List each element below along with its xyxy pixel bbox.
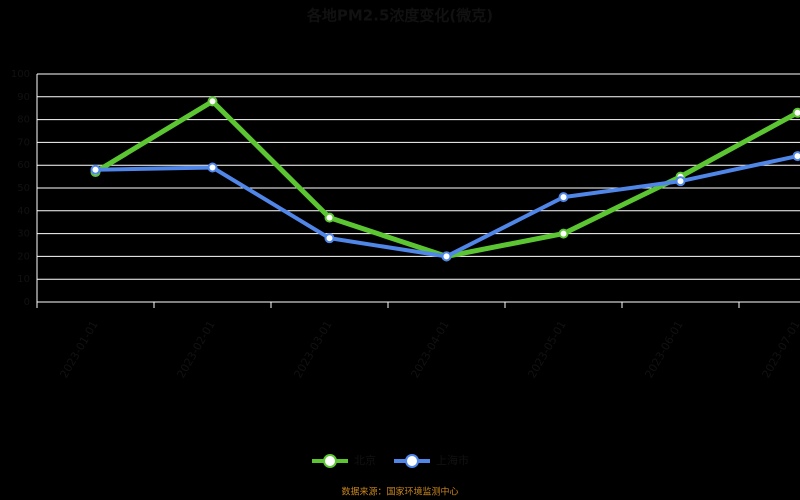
- y-tick-label: 10: [17, 274, 30, 285]
- y-tick-label: 90: [17, 92, 30, 103]
- y-tick-label: 0: [24, 297, 30, 308]
- y-tick-label: 30: [17, 229, 30, 240]
- x-tick-label: 2023-03-01: [291, 319, 334, 381]
- data-point: [324, 233, 335, 244]
- data-point: [675, 176, 686, 187]
- x-tick-label: 2023-01-01: [57, 319, 100, 381]
- x-tick-label: 2023-02-01: [174, 319, 217, 381]
- legend-label: 北京: [354, 453, 376, 467]
- y-tick-label: 70: [17, 137, 30, 148]
- y-tick-label: 40: [17, 206, 30, 217]
- y-tick-label: 20: [17, 251, 30, 262]
- y-tick-label: 80: [17, 115, 30, 126]
- data-point: [792, 107, 800, 118]
- y-tick-label: 100: [11, 69, 30, 80]
- data-point: [324, 212, 335, 223]
- source-note: 数据来源：国家环境监测中心: [341, 486, 458, 498]
- x-tick-label: 2023-07-01: [759, 319, 800, 381]
- x-tick-label: 2023-04-01: [408, 319, 451, 381]
- data-point: [558, 192, 569, 203]
- x-tick-label: 2023-05-01: [525, 319, 568, 381]
- data-point: [441, 251, 452, 262]
- legend-marker: [323, 454, 337, 468]
- data-point: [558, 228, 569, 239]
- data-point: [207, 96, 218, 107]
- y-tick-label: 60: [17, 160, 30, 171]
- legend-label: 上海市: [436, 453, 469, 467]
- legend-marker: [405, 454, 419, 468]
- x-tick-label: 2023-06-01: [642, 319, 685, 381]
- chart-title: 各地PM2.5浓度变化(微克): [306, 7, 493, 25]
- data-point: [207, 162, 218, 173]
- y-tick-label: 50: [17, 183, 30, 194]
- data-point: [90, 164, 101, 175]
- data-point: [792, 151, 800, 162]
